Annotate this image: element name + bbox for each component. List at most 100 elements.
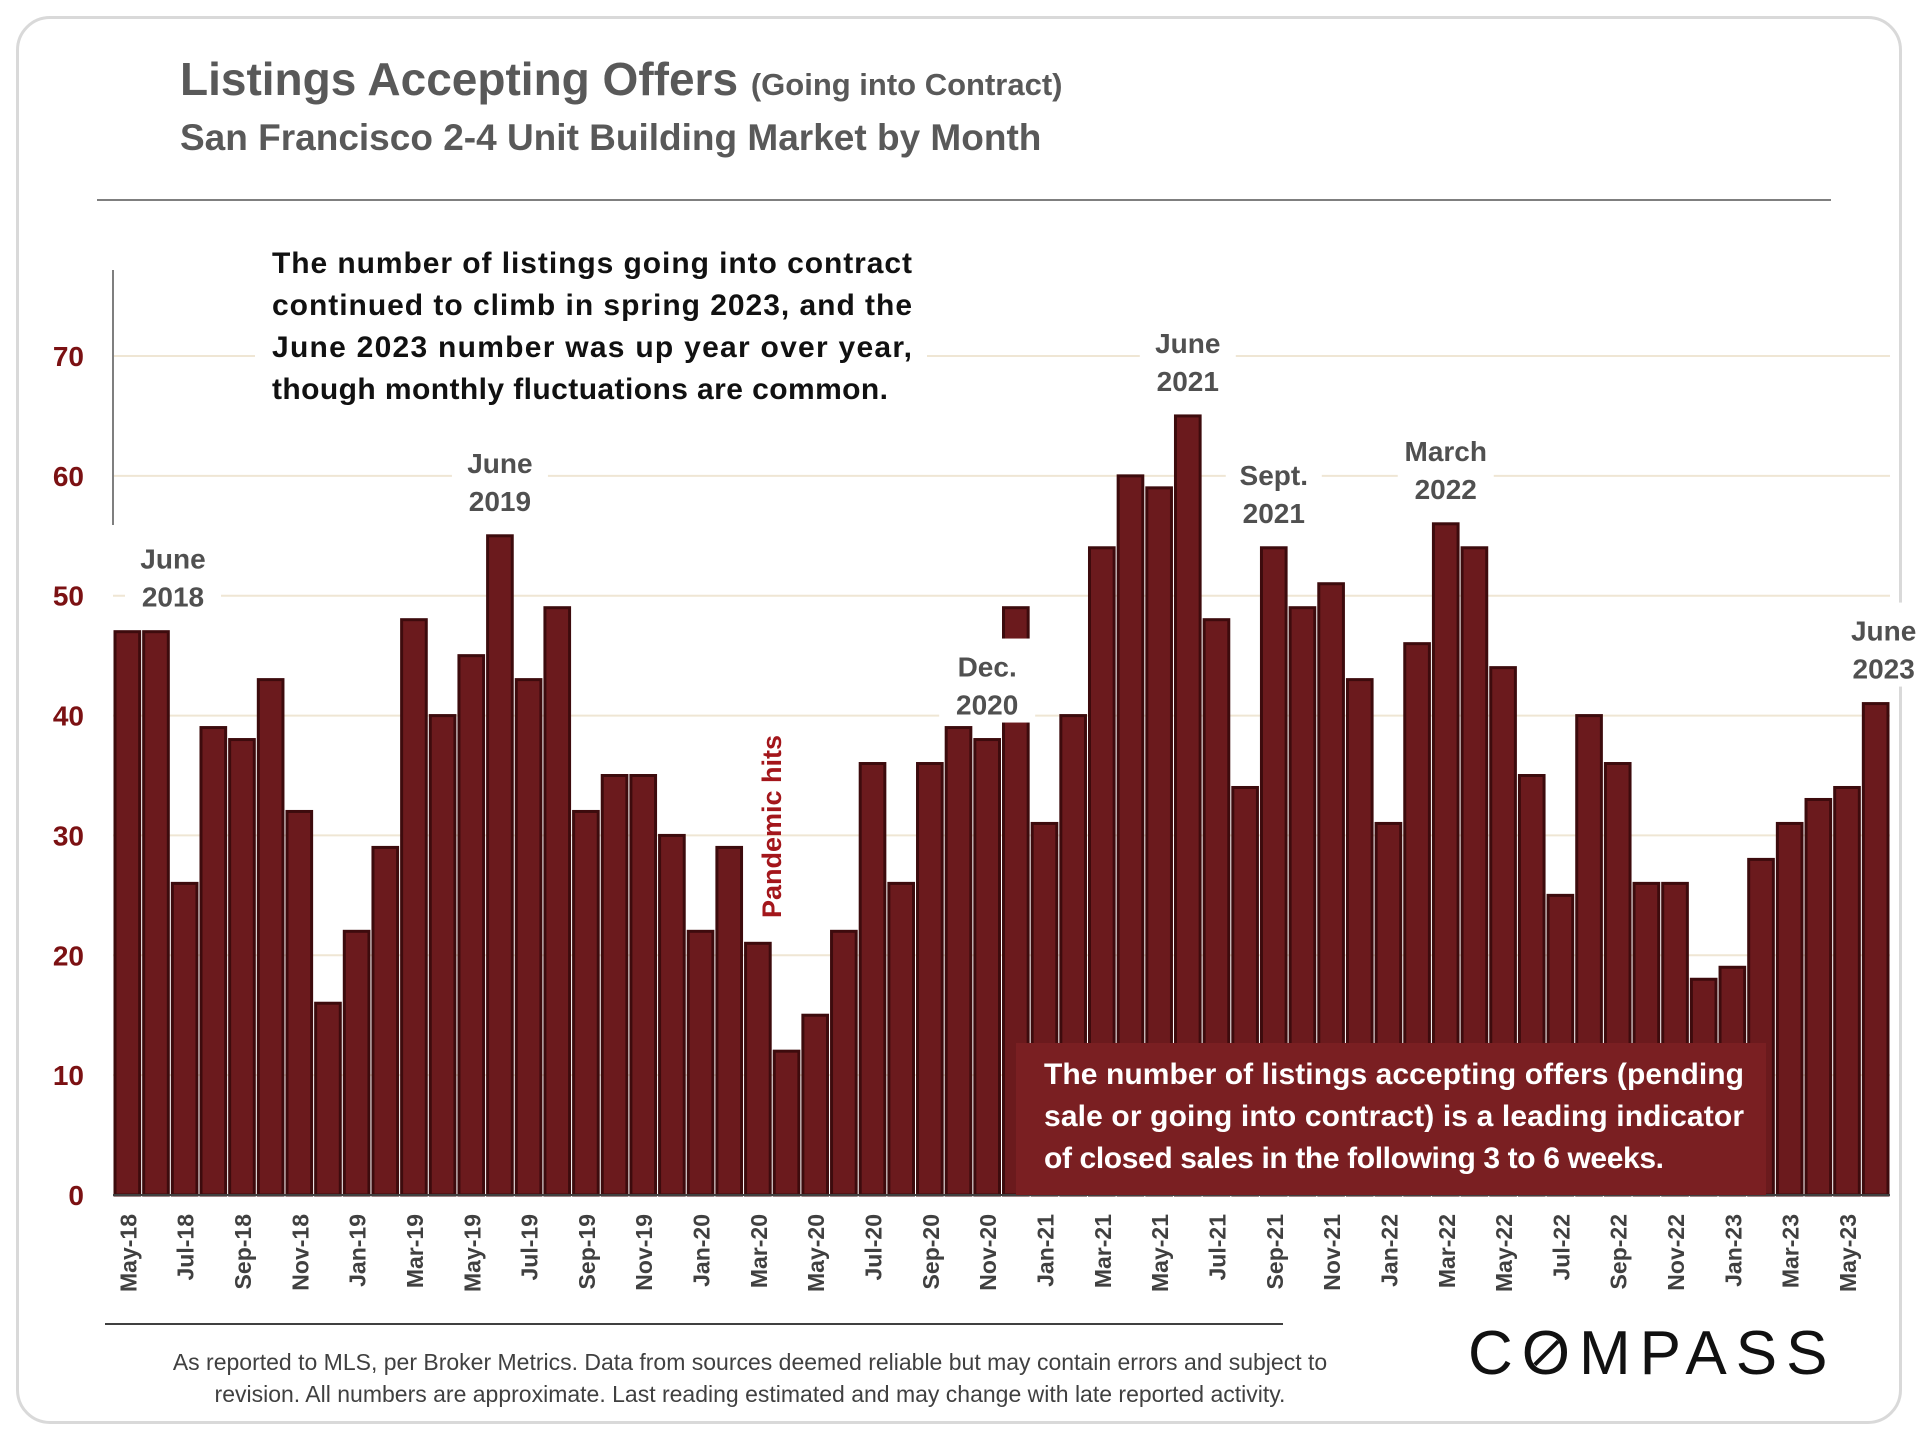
annotation-label: 2018 [142,582,204,613]
chart-subtitle: San Francisco 2-4 Unit Building Market b… [180,117,1042,158]
annotation-label: 2019 [469,486,531,517]
bar [228,738,256,1197]
annotation-label: 2021 [1157,366,1219,397]
x-tick-label: May-20 [803,1214,829,1292]
note-top-line: though monthly fluctuations are common. [272,373,888,406]
x-tick-label: May-21 [1147,1214,1173,1292]
x-tick-label: Jan-21 [1032,1214,1058,1287]
x-tick-label: Mar-23 [1778,1214,1804,1288]
bar [1804,797,1833,1197]
bar [600,774,629,1197]
annotation-label: 2021 [1243,498,1305,529]
bar [1861,702,1890,1197]
note-box-line: The number of listings accepting offers … [1044,1058,1744,1091]
annotation-background [451,434,548,519]
annotation-label: June [1155,328,1220,359]
y-tick-label: 40 [53,701,84,732]
annotation-label: 2020 [956,690,1018,721]
x-tick-label: May-22 [1491,1214,1517,1292]
x-tick-label: Jul-20 [861,1214,887,1280]
annotation-label: Dec. [958,652,1017,683]
annotation-label: June [1851,616,1916,647]
y-tick-label: 10 [53,1060,84,1091]
bar [887,881,916,1197]
x-tick-label: Nov-21 [1319,1214,1345,1291]
annotation-background [939,638,1036,723]
bar [142,630,170,1197]
bar [314,1001,342,1197]
x-tick-label: Jan-20 [689,1214,715,1287]
note-top-line: The number of listings going into contra… [272,247,912,280]
note-box-line: sale or going into contract) is a leadin… [1044,1100,1744,1133]
x-tick-label: Mar-22 [1434,1214,1460,1288]
x-tick-label: Sep-18 [230,1214,256,1290]
bar [629,774,658,1197]
bar [1833,785,1861,1197]
bar [285,809,314,1197]
y-tick-label: 60 [53,461,84,492]
annotation-label: Sept. [1240,460,1308,491]
x-tick-label: Mar-21 [1090,1214,1116,1288]
bar [1775,821,1804,1197]
annotation-background [1397,422,1494,507]
bar [400,618,428,1197]
bar [715,845,744,1197]
note-top-background [255,240,927,410]
bar [744,941,772,1197]
bar [944,726,973,1197]
event-label: Pandemic hits [757,735,787,918]
bar [256,678,285,1197]
logo-text-rest: MPASS [1579,1319,1837,1388]
logo-text-o: O [1521,1319,1580,1388]
logo-text-c: C [1468,1319,1522,1388]
footnote: As reported to MLS, per Broker Metrics. … [105,1346,1395,1410]
chart-title: Listings Accepting Offers (Going into Co… [180,52,1063,106]
annotation-background [1225,446,1322,531]
bar [916,762,944,1197]
bar [457,654,486,1197]
note-box-line: of closed sales in the following 3 to 6 … [1044,1142,1664,1175]
x-tick-label: Sep-20 [918,1214,944,1289]
x-tick-label: Sep-19 [574,1214,600,1289]
y-tick-label: 20 [53,940,84,971]
x-tick-label: Sep-22 [1606,1214,1632,1289]
title-divider [97,199,1831,201]
bar [342,929,371,1197]
footnote-line-1: As reported to MLS, per Broker Metrics. … [172,1349,1328,1375]
x-tick-label: Nov-20 [975,1214,1001,1291]
bar [686,929,715,1197]
bar [572,809,600,1197]
y-tick-label: 50 [53,581,84,612]
x-tick-label: May-18 [115,1214,141,1292]
bar [973,738,1001,1197]
bar [199,726,228,1197]
annotation-background [1139,314,1236,399]
bar [428,714,457,1197]
footer-divider [105,1323,1283,1325]
note-top-line: June 2023 number was up year over year, [272,331,912,364]
chart-title-paren: (Going into Contract) [750,67,1063,102]
annotation-label: June [467,448,532,479]
bar [170,881,199,1197]
x-tick-label: Jul-19 [517,1214,543,1280]
y-tick-label: 0 [68,1180,84,1211]
annotation-label: 2023 [1853,654,1915,685]
x-tick-label: Jan-23 [1720,1214,1746,1287]
x-tick-label: Sep-21 [1262,1214,1288,1290]
bar [858,762,887,1197]
x-tick-label: Jan-22 [1376,1214,1402,1287]
footnote-line-2: revision. All numbers are approximate. L… [214,1381,1286,1407]
x-tick-label: Nov-22 [1663,1214,1689,1291]
bar [801,1013,830,1197]
x-tick-label: Nov-19 [631,1214,657,1291]
x-tick-label: May-19 [459,1214,485,1292]
bar [543,606,572,1197]
x-tick-label: Jul-21 [1204,1214,1230,1281]
bar [371,845,400,1197]
x-tick-label: Nov-18 [287,1214,313,1291]
x-tick-label: Jul-22 [1548,1214,1574,1280]
x-tick-label: Mar-20 [746,1214,772,1288]
bar [486,534,514,1197]
compass-logo: COMPASS [1468,1318,1836,1389]
